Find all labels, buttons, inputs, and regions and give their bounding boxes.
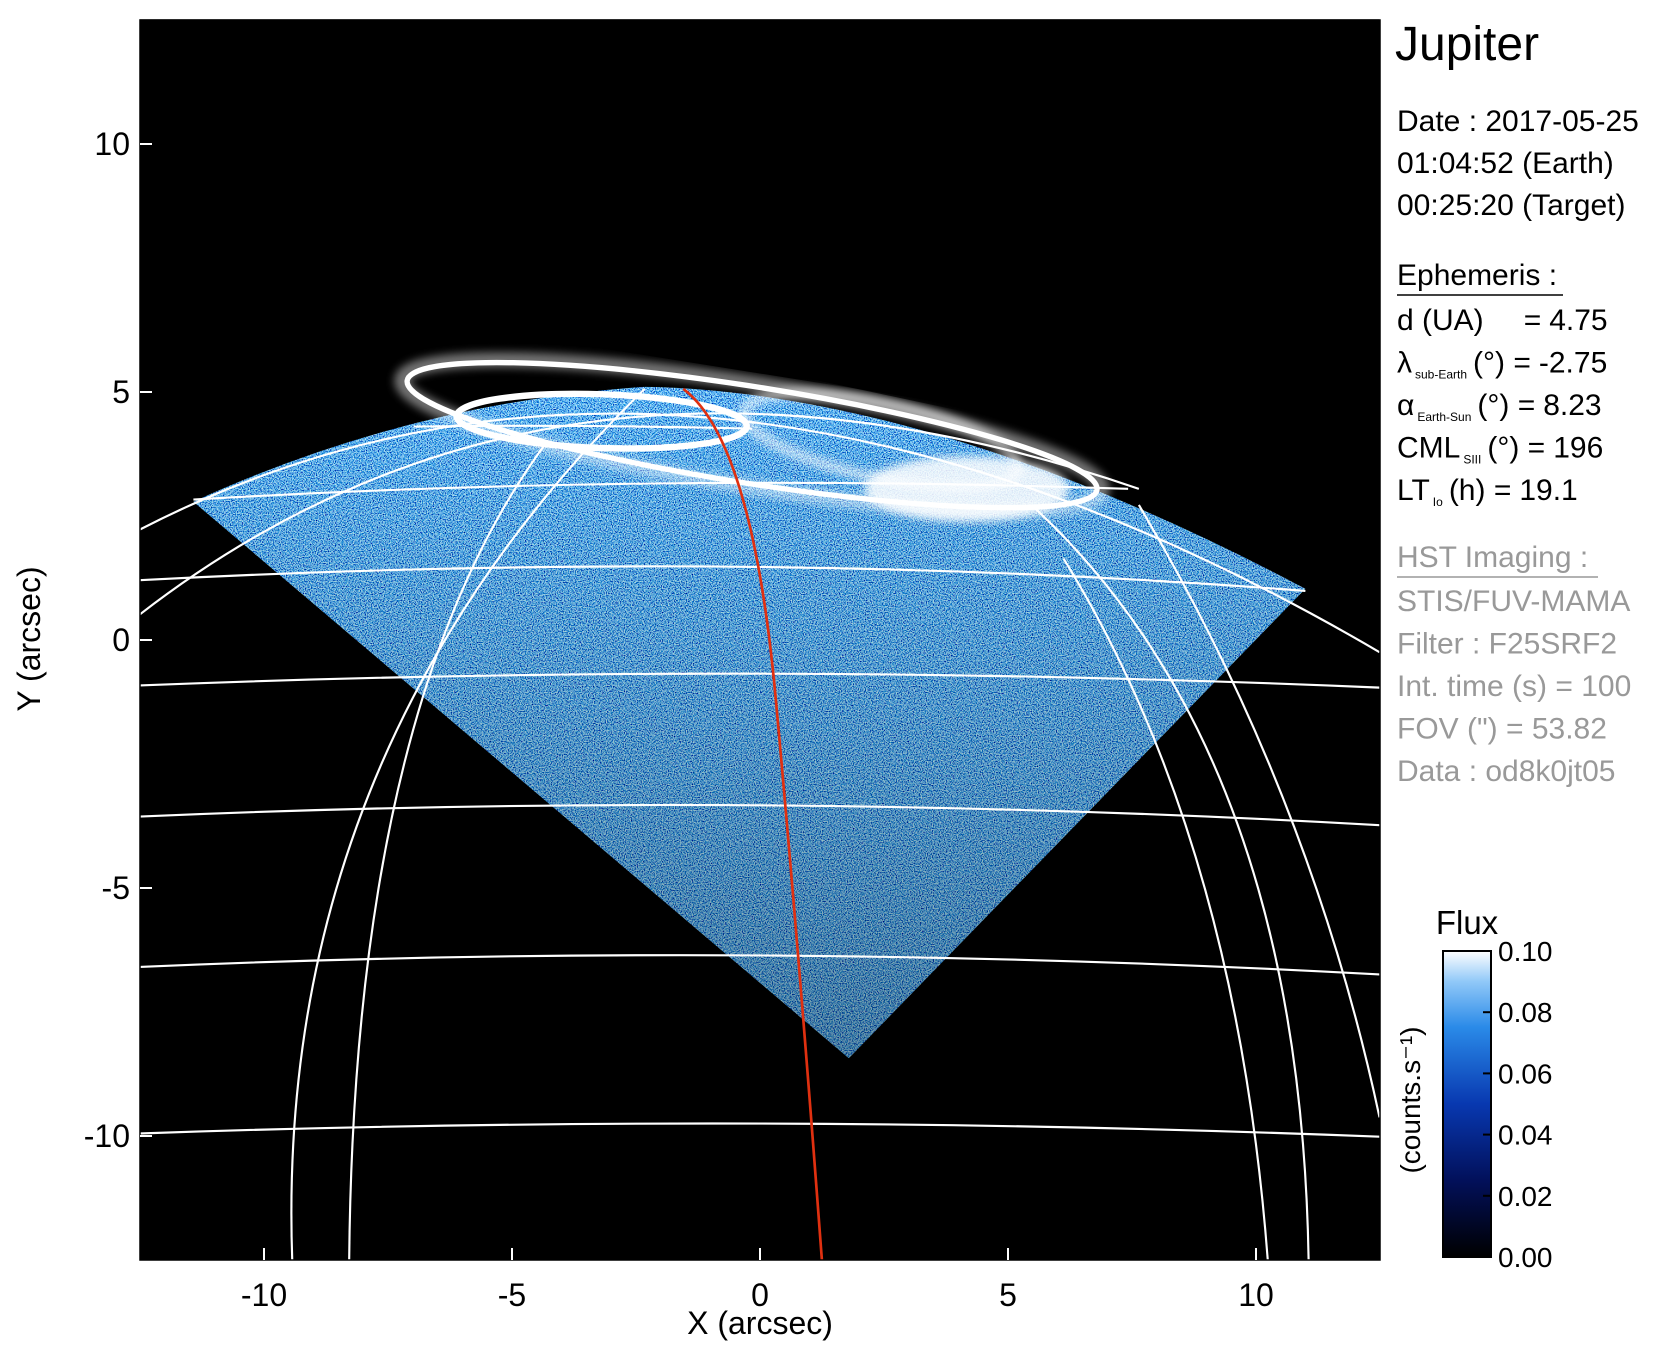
ephemeris-title: Ephemeris : xyxy=(1397,259,1557,292)
colorbar-tick-label: 0.10 xyxy=(1498,936,1553,967)
subscript: sub-Earth xyxy=(1415,368,1467,382)
subscript: Earth-Sun xyxy=(1417,410,1471,424)
imaging-line: FOV (") = 53.82 xyxy=(1397,713,1607,746)
y-tick-label: 10 xyxy=(94,126,130,162)
x-tick-label: -10 xyxy=(241,1277,287,1313)
x-tick-label: 0 xyxy=(751,1277,769,1313)
imaging-line: STIS/FUV-MAMA xyxy=(1397,585,1630,618)
ephemeris-line: α Earth-Sun (°) = 8.23 xyxy=(1397,389,1602,424)
central-meridian xyxy=(682,387,824,1261)
value: 196 xyxy=(1553,432,1603,465)
symbol: d (UA) xyxy=(1397,304,1484,337)
value: 8.23 xyxy=(1543,389,1601,422)
imaging-line: Data : od8k0jt05 xyxy=(1397,755,1615,788)
ephemeris-line: λ sub-Earth (°) = -2.75 xyxy=(1397,347,1607,382)
colorbar-label: (counts.s⁻¹) xyxy=(1395,1026,1426,1173)
symbol: λ xyxy=(1397,347,1412,380)
imaging-title: HST Imaging : xyxy=(1397,541,1588,574)
x-tick-label: -5 xyxy=(498,1277,526,1313)
x-tick-label: 10 xyxy=(1238,1277,1274,1313)
symbol: LT xyxy=(1397,474,1430,507)
x-tick-label: 5 xyxy=(999,1277,1017,1313)
image-layer xyxy=(139,19,1380,1261)
colorbar xyxy=(1442,950,1492,1258)
imaging-line: Filter : F25SRF2 xyxy=(1397,628,1617,661)
imaging-line: Int. time (s) = 100 xyxy=(1397,670,1631,703)
value: 19.1 xyxy=(1519,474,1577,507)
unit: (°) = xyxy=(1477,389,1535,422)
y-axis-label: Y (arcsec) xyxy=(11,566,47,711)
y-tick-label: 5 xyxy=(112,374,130,410)
y-tick-label: -5 xyxy=(102,870,130,906)
colorbar-tick-label: 0.02 xyxy=(1498,1181,1553,1212)
subscript: Io xyxy=(1433,495,1443,509)
subscript: SIII xyxy=(1463,453,1481,467)
date-line: 01:04:52 (Earth) xyxy=(1397,147,1614,180)
colorbar-tick-label: 0.04 xyxy=(1498,1120,1553,1151)
unit: = xyxy=(1524,304,1542,337)
value: 4.75 xyxy=(1549,304,1607,337)
unit: (h) = xyxy=(1449,474,1512,507)
ephemeris-line: LT Io (h) = 19.1 xyxy=(1397,474,1578,509)
date-line: Date : 2017-05-25 xyxy=(1397,105,1639,138)
unit: (°) = xyxy=(1487,432,1545,465)
aurora xyxy=(394,352,1110,522)
colorbar-title: Flux xyxy=(1436,904,1499,941)
y-tick-label: 0 xyxy=(112,622,130,658)
y-tick-label: -10 xyxy=(84,1118,130,1154)
x-axis-label: X (arcsec) xyxy=(687,1305,833,1341)
value: -2.75 xyxy=(1539,347,1607,380)
panel-title: Jupiter xyxy=(1395,18,1539,71)
ephemeris-line: d (UA) = 4.75 xyxy=(1397,304,1608,337)
unit: (°) = xyxy=(1473,347,1531,380)
date-line: 00:25:20 (Target) xyxy=(1397,189,1625,222)
ephemeris-line: CML SIII (°) = 196 xyxy=(1397,432,1603,467)
colorbar-tick-label: 0.06 xyxy=(1498,1058,1553,1089)
symbol: CML xyxy=(1397,432,1460,465)
planet-grid xyxy=(139,388,1380,1261)
symbol: α xyxy=(1397,389,1414,422)
colorbar-tick-label: 0.00 xyxy=(1498,1242,1553,1273)
colorbar-tick-label: 0.08 xyxy=(1498,997,1553,1028)
